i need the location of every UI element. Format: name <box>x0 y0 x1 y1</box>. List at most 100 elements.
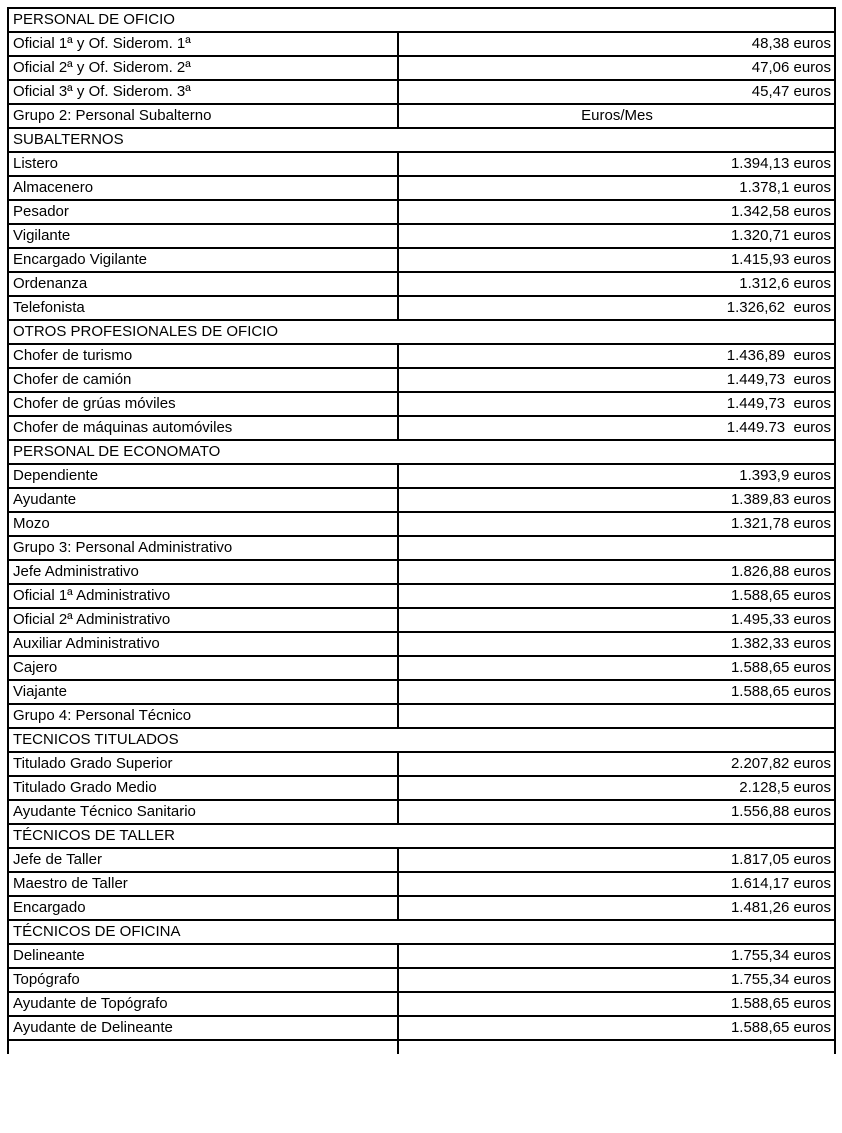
row-value-cell: 1.393,9 euros <box>396 463 837 489</box>
section-header-cell: PERSONAL DE ECONOMATO <box>6 439 837 465</box>
row-label-cell: Chofer de máquinas automóviles <box>7 415 399 441</box>
row-value-cell: 1.378,1 euros <box>396 175 837 201</box>
salary-table: PERSONAL DE OFICIO Oficial 1ª y Of. Sider… <box>6 7 837 1054</box>
section-header-row: TECNICOS TITULADOS <box>6 727 837 753</box>
row-label-cell: Ordenanza <box>7 271 399 297</box>
row-value-cell: 1.449,73 euros <box>396 391 837 417</box>
row-label-cell: Delineante <box>7 943 399 969</box>
row-label-cell: Titulado Grado Superior <box>7 751 399 777</box>
row-value-cell: 1.394,13 euros <box>396 151 837 177</box>
section-header-cell: TÉCNICOS DE OFICINA <box>6 919 837 945</box>
section-header-cell: PERSONAL DE OFICIO <box>6 7 837 33</box>
table-row: Encargado Vigilante 1.415,93 euros <box>7 247 837 273</box>
table-row: Vigilante 1.320,71 euros <box>7 223 837 249</box>
row-label-cell: Topógrafo <box>7 967 399 993</box>
row-value-cell: 1.817,05 euros <box>396 847 837 873</box>
row-value-cell: 1.312,6 euros <box>396 271 837 297</box>
row-label-cell: Maestro de Taller <box>7 871 399 897</box>
row-label-cell: Telefonista <box>7 295 399 321</box>
row-value-cell: Euros/Mes <box>396 103 837 129</box>
row-label-cell: Oficial 2ª Administrativo <box>7 607 399 633</box>
row-value-cell <box>396 1039 837 1054</box>
table-row: Almacenero 1.378,1 euros <box>7 175 837 201</box>
table-row: Jefe de Taller 1.817,05 euros <box>7 847 837 873</box>
table-row-partial <box>7 1039 837 1054</box>
table-row: Ayudante Técnico Sanitario 1.556,88 euros <box>7 799 837 825</box>
row-value-cell: 45,47 euros <box>396 79 837 105</box>
table-row: Oficial 2ª Administrativo 1.495,33 euros <box>7 607 837 633</box>
table-row: Titulado Grado Medio 2.128,5 euros <box>7 775 837 801</box>
row-label-cell: Ayudante Técnico Sanitario <box>7 799 399 825</box>
table-row: Ordenanza 1.312,6 euros <box>7 271 837 297</box>
row-value-cell: 1.495,33 euros <box>396 607 837 633</box>
section-header-row: SUBALTERNOS <box>6 127 837 153</box>
row-label-cell: Ayudante <box>7 487 399 513</box>
row-value-cell: 2.207,82 euros <box>396 751 837 777</box>
row-value-cell: 1.755,34 euros <box>396 943 837 969</box>
row-value-cell: 48,38 euros <box>396 31 837 57</box>
row-label-cell: Chofer de turismo <box>7 343 399 369</box>
table-row: Encargado 1.481,26 euros <box>7 895 837 921</box>
section-header-row: OTROS PROFESIONALES DE OFICIO <box>6 319 837 345</box>
row-value-cell: 1.588,65 euros <box>396 1015 837 1041</box>
salary-table-body: PERSONAL DE OFICIO Oficial 1ª y Of. Sider… <box>6 7 837 1054</box>
row-value-cell: 1.588,65 euros <box>396 679 837 705</box>
section-header-row: PERSONAL DE OFICIO <box>6 7 837 33</box>
table-row: Jefe Administrativo 1.826,88 euros <box>7 559 837 585</box>
row-value-cell: 1.614,17 euros <box>396 871 837 897</box>
table-row: Ayudante 1.389,83 euros <box>7 487 837 513</box>
row-value-cell: 1.320,71 euros <box>396 223 837 249</box>
row-label-cell: Ayudante de Delineante <box>7 1015 399 1041</box>
row-label-cell: Ayudante de Topógrafo <box>7 991 399 1017</box>
table-row: Oficial 2ª y Of. Siderom. 2ª 47,06 euros <box>7 55 837 81</box>
row-label-cell: Oficial 1ª y Of. Siderom. 1ª <box>7 31 399 57</box>
row-label-cell: Titulado Grado Medio <box>7 775 399 801</box>
table-row: Mozo 1.321,78 euros <box>7 511 837 537</box>
table-row: Ayudante de Topógrafo 1.588,65 euros <box>7 991 837 1017</box>
section-header-row: TÉCNICOS DE OFICINA <box>6 919 837 945</box>
table-row: Dependiente 1.393,9 euros <box>7 463 837 489</box>
row-value-cell: 1.826,88 euros <box>396 559 837 585</box>
row-label-cell: Dependiente <box>7 463 399 489</box>
row-value-cell: 1.588,65 euros <box>396 991 837 1017</box>
row-value-cell: 1.321,78 euros <box>396 511 837 537</box>
table-row: Oficial 1ª y Of. Siderom. 1ª 48,38 euros <box>7 31 837 57</box>
group-header-row: Grupo 2: Personal Subalterno Euros/Mes <box>7 103 837 129</box>
table-row: Titulado Grado Superior 2.207,82 euros <box>7 751 837 777</box>
group-header-row: Grupo 3: Personal Administrativo <box>7 535 837 561</box>
table-row: Telefonista 1.326,62 euros <box>7 295 837 321</box>
row-label-cell: Viajante <box>7 679 399 705</box>
table-row: Maestro de Taller 1.614,17 euros <box>7 871 837 897</box>
section-header-cell: OTROS PROFESIONALES DE OFICIO <box>6 319 837 345</box>
table-row: Delineante 1.755,34 euros <box>7 943 837 969</box>
row-label-cell: Chofer de grúas móviles <box>7 391 399 417</box>
row-value-cell: 2.128,5 euros <box>396 775 837 801</box>
row-label-cell: Grupo 3: Personal Administrativo <box>7 535 399 561</box>
row-label-cell: Chofer de camión <box>7 367 399 393</box>
row-value-cell: 1.588,65 euros <box>396 655 837 681</box>
row-label-cell: Jefe de Taller <box>7 847 399 873</box>
row-value-cell: 1.382,33 euros <box>396 631 837 657</box>
table-row: Oficial 1ª Administrativo 1.588,65 euros <box>7 583 837 609</box>
row-label-cell: Almacenero <box>7 175 399 201</box>
row-value-cell: 1.449,73 euros <box>396 367 837 393</box>
section-header-cell: TÉCNICOS DE TALLER <box>6 823 837 849</box>
row-label-cell: Encargado Vigilante <box>7 247 399 273</box>
row-value-cell: 1.326,62 euros <box>396 295 837 321</box>
group-header-row: Grupo 4: Personal Técnico <box>7 703 837 729</box>
row-value-cell: 1.481,26 euros <box>396 895 837 921</box>
row-value-cell: 1.342,58 euros <box>396 199 837 225</box>
row-value-cell: 1.449.73 euros <box>396 415 837 441</box>
section-header-row: TÉCNICOS DE TALLER <box>6 823 837 849</box>
row-label-cell: Vigilante <box>7 223 399 249</box>
table-row: Chofer de máquinas automóviles 1.449.73 e… <box>7 415 837 441</box>
section-header-cell: SUBALTERNOS <box>6 127 837 153</box>
table-row: Viajante 1.588,65 euros <box>7 679 837 705</box>
row-value-cell: 1.588,65 euros <box>396 583 837 609</box>
section-header-row: PERSONAL DE ECONOMATO <box>6 439 837 465</box>
table-row: Chofer de turismo 1.436,89 euros <box>7 343 837 369</box>
table-row: Ayudante de Delineante 1.588,65 euros <box>7 1015 837 1041</box>
row-label-cell: Pesador <box>7 199 399 225</box>
table-row: Topógrafo 1.755,34 euros <box>7 967 837 993</box>
